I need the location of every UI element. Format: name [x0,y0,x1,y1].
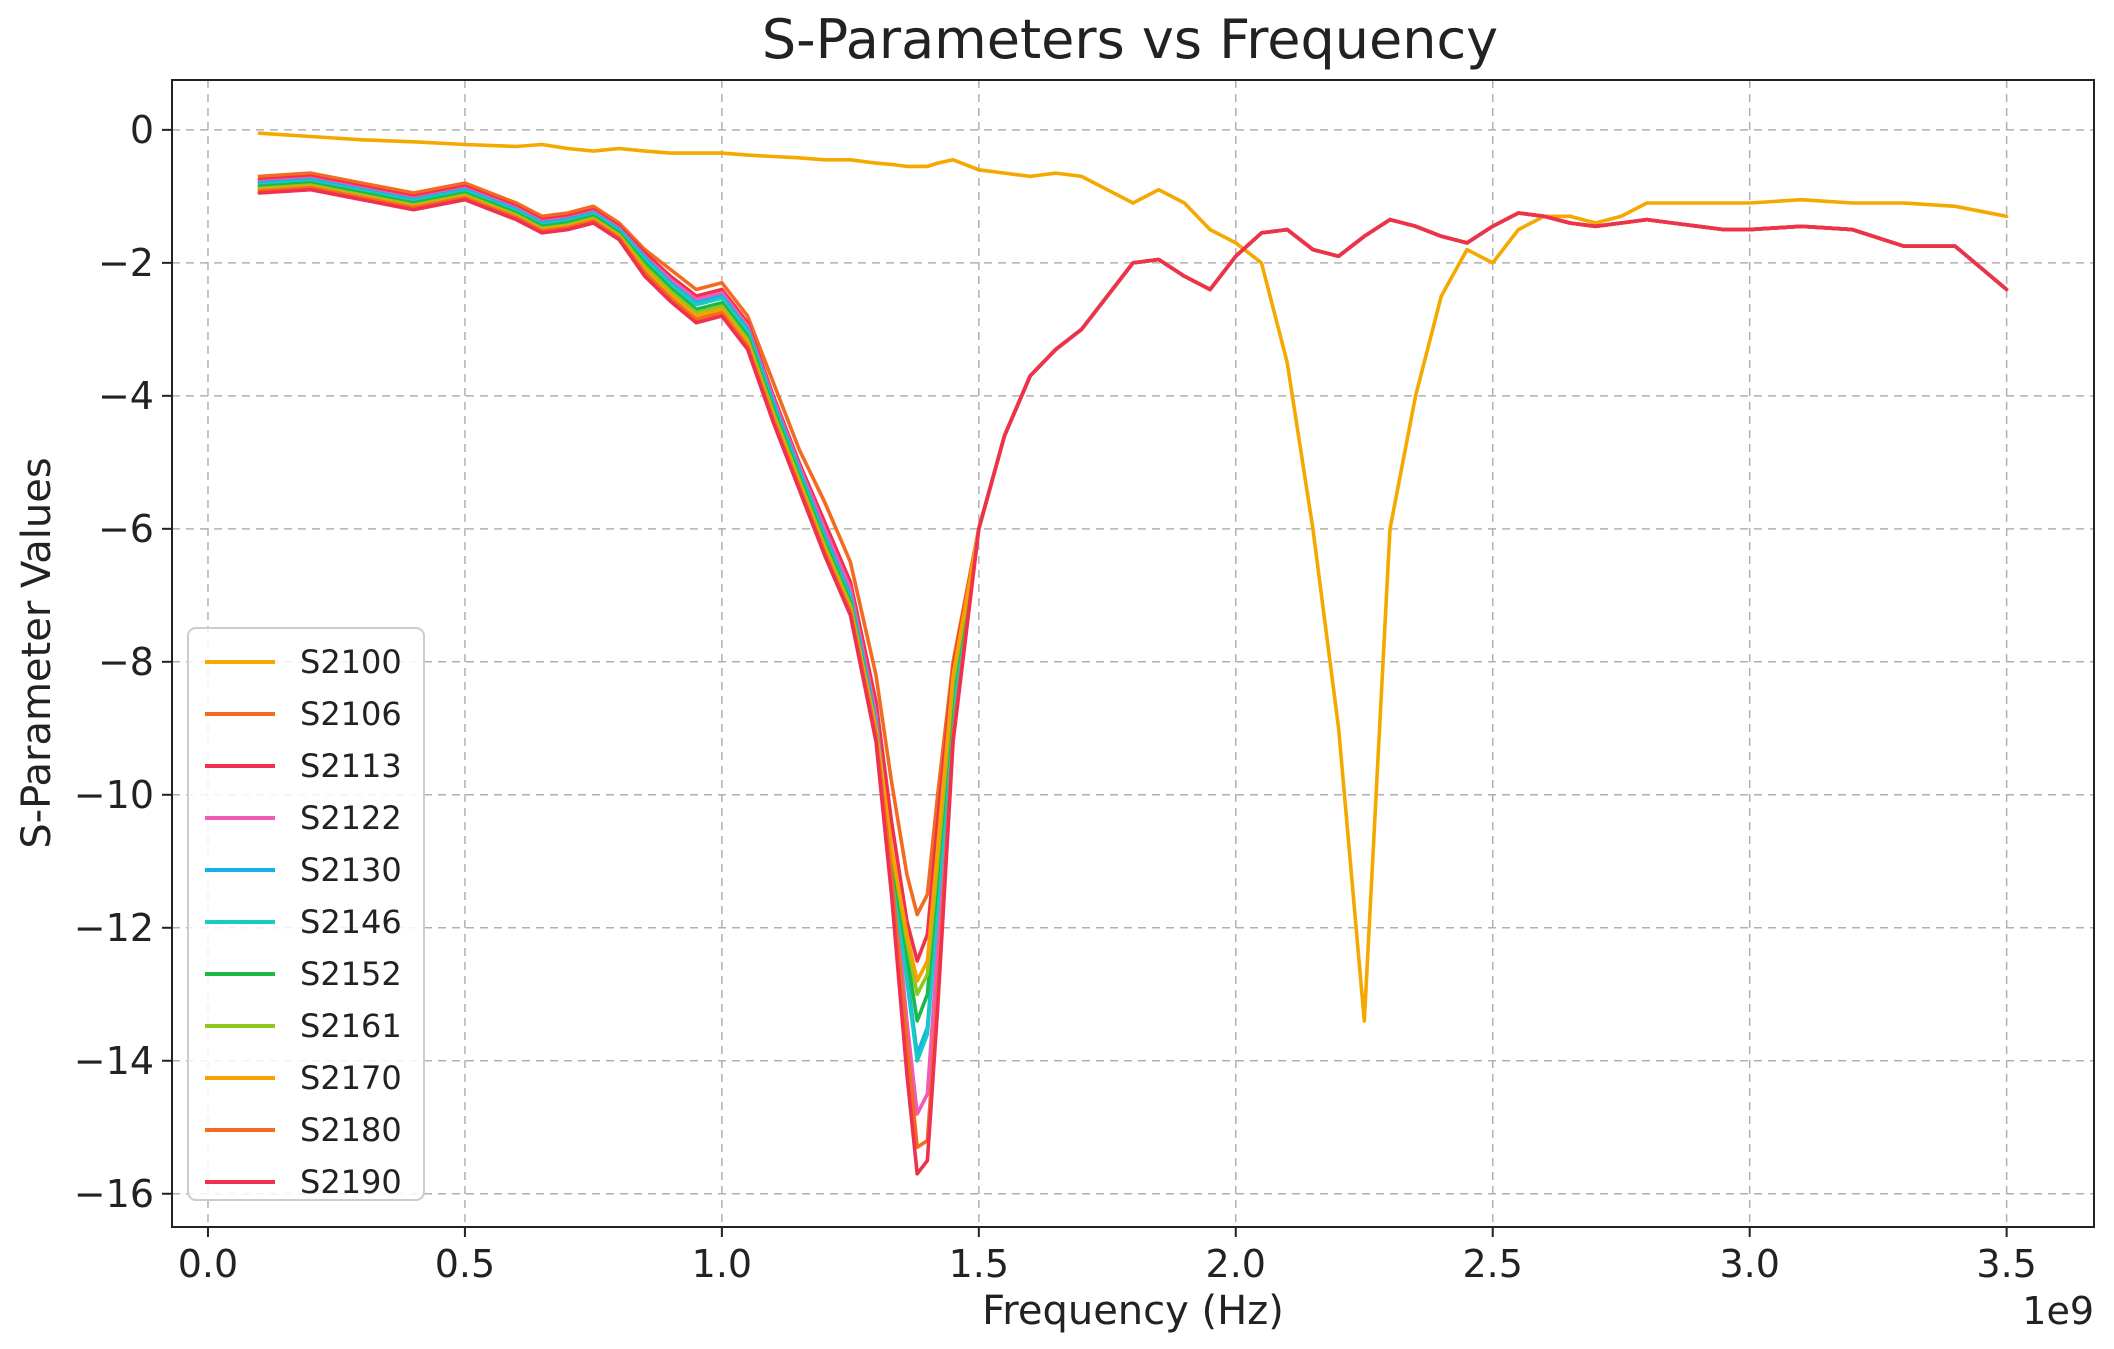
series-line-s2106 [257,171,2009,917]
legend-label: S2170 [300,1059,402,1097]
legend-item: S2100 [205,643,402,681]
y-tick-label: −14 [74,1039,154,1083]
series-line-s2100 [257,131,2009,1023]
legend-label: S2106 [300,695,402,733]
y-tick-label: −4 [98,374,154,418]
legend-label: S2130 [300,851,402,889]
legend-item: S2170 [205,1059,402,1097]
grid [172,80,2094,1227]
x-tick-label: 1.0 [692,1242,752,1286]
x-tick-label: 0.5 [435,1242,495,1286]
x-tick-label: 3.0 [1719,1242,1779,1286]
y-axis-label: S-Parameter Values [14,457,60,848]
y-tick-label: −12 [74,906,154,950]
y-tick-label: −6 [98,507,154,551]
legend-item: S2161 [205,1007,402,1045]
x-tick-label: 0.0 [178,1242,238,1286]
y-tick-label: −8 [98,640,154,684]
plot-series [257,131,2009,1176]
legend-label: S2113 [300,747,402,785]
series-line-s2130 [257,177,2009,1056]
legend-label: S2190 [300,1163,402,1201]
y-tick-label: −2 [98,241,154,285]
legend-label: S2146 [300,903,402,941]
x-tick-label: 1.5 [949,1242,1009,1286]
legend-label: S2161 [300,1007,402,1045]
y-tick-label: −10 [74,773,154,817]
x-tick-label: 2.5 [1463,1242,1523,1286]
x-axis-offset-text: 1e9 [2022,1289,2094,1333]
y-tick-label: 0 [130,108,154,152]
series-line-s2152 [257,181,2009,1023]
series-line-s2113 [257,174,2009,963]
x-tick-label: 2.0 [1206,1242,1266,1286]
legend-item: S2130 [205,851,402,889]
legend-label: S2122 [300,799,402,837]
series-line-s2161 [257,183,2009,997]
y-axis-ticks: 0 −2 −4 −6 −8 −10 −12 −14 −16 [74,108,172,1216]
legend-item: S2180 [205,1111,402,1149]
series-line-s2122 [257,176,2009,1116]
chart-title: S-Parameters vs Frequency [762,8,1498,71]
x-axis-label: Frequency (Hz) [982,1288,1284,1334]
legend-frame [187,627,425,1201]
legend-item: S2113 [205,747,402,785]
legend-label: S2180 [300,1111,402,1149]
y-tick-label: −16 [74,1172,154,1216]
legend-item: S2190 [205,1163,402,1201]
legend-item: S2152 [205,955,402,993]
series-line-s2170 [257,184,2009,983]
x-tick-label: 3.5 [1976,1242,2036,1286]
x-axis-ticks: 0.0 0.5 1.0 1.5 2.0 2.5 3.0 3.5 [178,1227,2037,1286]
axes [171,79,2095,1228]
legend-label: S2152 [300,955,402,993]
series-line-s2146 [257,179,2009,1063]
plot-frame [171,79,2095,1228]
legend-item: S2106 [205,695,402,733]
legend-item: S2122 [205,799,402,837]
legend-label: S2100 [300,643,402,681]
series-line-s2180 [257,185,2009,1149]
legend: S2100 S2106 S2113 S2122 S2130 S2146 S2152 S2161… [187,627,425,1201]
legend-item: S2146 [205,903,402,941]
series-line-s2190 [257,187,2009,1176]
